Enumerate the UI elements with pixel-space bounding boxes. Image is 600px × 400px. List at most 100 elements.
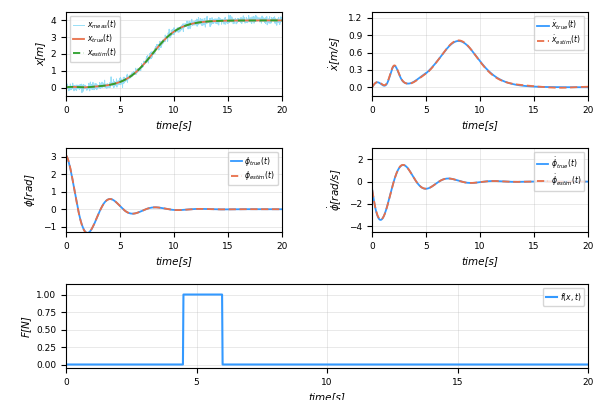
- $f(x,t)$: [169, 362, 176, 367]
- Line: $x_{meas}(t)$: $x_{meas}(t)$: [66, 15, 282, 93]
- Legend: $\phi_{true}(t)$, $\phi_{estim}(t)$: $\phi_{true}(t)$, $\phi_{estim}(t)$: [227, 152, 278, 186]
- $x_{true}(t)$: [106, 82, 113, 87]
- Line: $\dot{\phi}_{true}(t)$: $\dot{\phi}_{true}(t)$: [372, 165, 588, 220]
- $\dot{\phi}_{true}(t)$: [400, 163, 407, 168]
- $\dot{x}_{estim}(t)$: [412, 78, 419, 83]
- X-axis label: time[s]: time[s]: [462, 256, 499, 266]
- $x_{meas}(t)$: [62, 84, 70, 89]
- $f(x,t)$: [584, 362, 592, 367]
- Line: $\phi_{true}(t)$: $\phi_{true}(t)$: [66, 155, 282, 233]
- $\dot{x}_{true}(t)$: [412, 78, 419, 83]
- $\dot{\phi}_{estim}(t)$: [400, 162, 407, 167]
- X-axis label: time[s]: time[s]: [155, 256, 192, 266]
- Line: $\phi_{estim}(t)$: $\phi_{estim}(t)$: [66, 155, 282, 233]
- Legend: $x_{meas}(t)$, $x_{true}(t)$, $x_{estim}(t)$: $x_{meas}(t)$, $x_{true}(t)$, $x_{estim}…: [70, 16, 120, 62]
- Y-axis label: $\dot{\phi}$[rad/s]: $\dot{\phi}$[rad/s]: [326, 169, 344, 211]
- $x_{true}(t)$: [253, 18, 260, 23]
- $\phi_{true}(t)$: [278, 207, 286, 212]
- $x_{meas}(t)$: [76, 85, 83, 90]
- $\phi_{estim}(t)$: [239, 207, 246, 212]
- Line: $\dot{x}_{true}(t)$: $\dot{x}_{true}(t)$: [372, 41, 588, 87]
- $\dot{\phi}_{estim}(t)$: [560, 179, 567, 184]
- $\dot{\phi}_{true}(t)$: [382, 209, 389, 214]
- $\dot{\phi}_{true}(t)$: [560, 179, 567, 184]
- $\phi_{true}(t)$: [62, 153, 70, 158]
- $\dot{x}_{true}(t)$: [584, 85, 592, 90]
- $x_{estim}(t)$: [253, 18, 260, 23]
- $x_{meas}(t)$: [239, 18, 246, 23]
- $\dot{x}_{true}(t)$: [545, 85, 552, 90]
- $\dot{x}_{true}(t)$: [574, 85, 581, 90]
- $x_{estim}(t)$: [268, 18, 275, 23]
- $x_{true}(t)$: [268, 18, 275, 23]
- Line: $\dot{x}_{estim}(t)$: $\dot{x}_{estim}(t)$: [372, 40, 588, 88]
- $\dot{x}_{estim}(t)$: [382, 82, 389, 87]
- X-axis label: time[s]: time[s]: [462, 120, 499, 130]
- $\dot{\phi}_{estim}(t)$: [368, 188, 376, 193]
- $\dot{\phi}_{true}(t)$: [545, 179, 553, 184]
- $x_{meas}(t)$: [254, 17, 261, 22]
- $\dot{\phi}_{estim}(t)$: [377, 217, 385, 222]
- $\dot{\phi}_{estim}(t)$: [382, 209, 389, 214]
- $x_{meas}(t)$: [231, 21, 238, 26]
- $\phi_{estim}(t)$: [106, 197, 113, 202]
- $\dot{x}_{estim}(t)$: [557, 85, 564, 90]
- Legend: $f(x,t)$: $f(x,t)$: [543, 288, 584, 306]
- $\phi_{true}(t)$: [84, 230, 91, 235]
- $\dot{\phi}_{true}(t)$: [537, 179, 544, 184]
- $x_{meas}(t)$: [225, 13, 232, 18]
- $x_{true}(t)$: [62, 85, 70, 90]
- Y-axis label: $\phi$[rad]: $\phi$[rad]: [23, 173, 37, 207]
- Y-axis label: F[N]: F[N]: [20, 315, 31, 337]
- $\phi_{true}(t)$: [268, 207, 275, 212]
- Legend: $\dot{x}_{true}(t)$, $\dot{x}_{estim}(t)$: $\dot{x}_{true}(t)$, $\dot{x}_{estim}(t)…: [534, 16, 584, 50]
- $\phi_{true}(t)$: [106, 197, 113, 202]
- $f(x,t)$: [524, 362, 532, 367]
- $f(x,t)$: [62, 362, 70, 367]
- $\dot{\phi}_{true}(t)$: [584, 179, 592, 184]
- $\dot{\phi}_{estim}(t)$: [413, 180, 420, 184]
- $\phi_{estim}(t)$: [84, 231, 91, 236]
- Line: $x_{estim}(t)$: $x_{estim}(t)$: [66, 20, 282, 88]
- Line: $f(x,t)$: $f(x,t)$: [66, 294, 588, 364]
- $x_{estim}(t)$: [238, 18, 245, 23]
- $\dot{\phi}_{true}(t)$: [413, 180, 420, 184]
- $\dot{\phi}_{estim}(t)$: [574, 179, 581, 184]
- $\phi_{estim}(t)$: [268, 207, 275, 212]
- $f(x,t)$: [94, 362, 101, 367]
- $x_{true}(t)$: [230, 18, 238, 23]
- Legend: $\dot{\phi}_{true}(t)$, $\dot{\phi}_{estim}(t)$: $\dot{\phi}_{true}(t)$, $\dot{\phi}_{est…: [534, 152, 584, 191]
- $\dot{\phi}_{true}(t)$: [377, 218, 384, 222]
- $\dot{x}_{true}(t)$: [382, 83, 389, 88]
- $\dot{x}_{estim}(t)$: [455, 38, 462, 43]
- $\dot{x}_{estim}(t)$: [537, 84, 544, 89]
- $\dot{\phi}_{estim}(t)$: [537, 179, 544, 184]
- $\dot{\phi}_{true}(t)$: [574, 179, 581, 184]
- $\dot{x}_{estim}(t)$: [584, 84, 592, 89]
- $x_{meas}(t)$: [268, 15, 275, 20]
- $\dot{x}_{estim}(t)$: [574, 85, 581, 90]
- $\phi_{true}(t)$: [76, 212, 83, 217]
- $x_{meas}(t)$: [79, 90, 86, 95]
- $\phi_{estim}(t)$: [278, 207, 286, 212]
- $x_{estim}(t)$: [106, 82, 113, 87]
- $x_{true}(t)$: [278, 18, 286, 23]
- Line: $\dot{\phi}_{estim}(t)$: $\dot{\phi}_{estim}(t)$: [372, 165, 588, 220]
- $\dot{x}_{true}(t)$: [537, 84, 544, 89]
- $\dot{x}_{estim}(t)$: [545, 85, 552, 90]
- $f(x,t)$: [180, 292, 187, 297]
- $\dot{\phi}_{estim}(t)$: [545, 179, 553, 184]
- $\dot{x}_{true}(t)$: [368, 84, 376, 89]
- $x_{estim}(t)$: [62, 85, 70, 90]
- $\dot{x}_{estim}(t)$: [560, 85, 567, 90]
- $x_{true}(t)$: [238, 18, 245, 23]
- $\phi_{estim}(t)$: [253, 207, 260, 212]
- $f(x,t)$: [470, 362, 477, 367]
- $\dot{x}_{true}(t)$: [455, 38, 462, 43]
- $x_{estim}(t)$: [76, 85, 83, 90]
- Y-axis label: $\dot{x}$[m/s]: $\dot{x}$[m/s]: [328, 36, 343, 72]
- $\phi_{estim}(t)$: [230, 207, 238, 212]
- X-axis label: time[s]: time[s]: [308, 392, 346, 400]
- $\dot{x}_{true}(t)$: [560, 85, 567, 90]
- $\dot{\phi}_{true}(t)$: [368, 188, 376, 193]
